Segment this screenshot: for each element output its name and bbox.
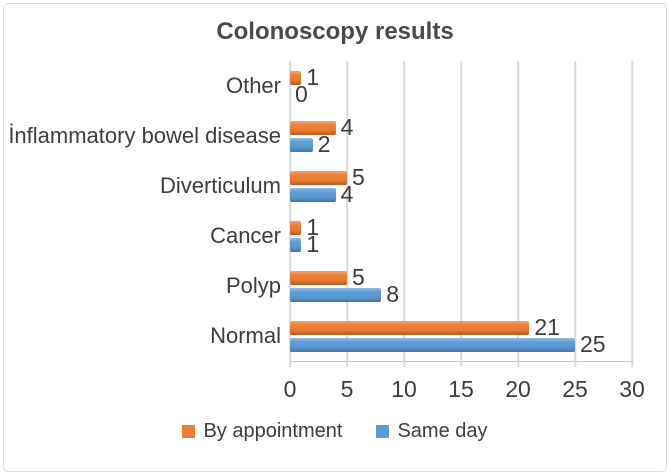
category-label: Other [225,73,281,98]
bar-same-day [290,187,336,202]
bar-line: 4 [290,183,632,206]
x-tick-label: 25 [562,376,588,402]
bar-same-day [290,237,302,252]
gridline [289,61,291,367]
bar-value-label: 5 [352,264,365,290]
gridline [346,61,348,367]
bar-line: 1 [290,216,632,239]
x-tick-label: 10 [391,376,417,402]
bar-by-appointment [290,220,302,235]
legend-label: By appointment [203,420,343,442]
legend-item-by-appointment: By appointment [182,421,342,441]
chart-row-other: Other 1 0 [4,61,666,111]
chart-row-polyp: Polyp 5 8 [4,261,666,311]
x-tick-label: 5 [340,376,354,402]
bar-line: 21 [290,316,632,339]
bar-value-label: 4 [340,114,354,140]
bar-line: 8 [290,283,632,306]
bar-line: 4 [290,116,632,139]
bar-line: 5 [290,266,632,289]
bar-line: 1 [290,66,632,89]
bar-value-label: 2 [317,131,331,157]
bar-value-label: 21 [534,314,560,340]
plot-area: Other 1 0 İnflammatory bowel disease 4 2 Diver… [4,61,666,367]
bar-by-appointment [290,270,347,285]
bars-group: 21 25 [290,316,632,356]
chart-title: Colonoscopy results [216,18,454,45]
bar-by-appointment [290,170,347,185]
bar-line: 0 [290,83,632,106]
bar-value-label: 1 [306,214,320,240]
bar-value-label: 25 [580,331,606,357]
legend-swatch-icon [182,424,196,438]
x-tick-label: 20 [505,376,531,402]
bar-same-day [290,337,575,352]
grid-overlay [289,61,633,367]
bar-value-label: 0 [295,81,308,107]
category-label: Polyp [225,273,281,298]
x-tick-label: 0 [283,376,297,402]
bar-by-appointment [290,120,336,135]
chart-row-diverticulum: Diverticulum 5 4 [4,161,666,211]
bar-line: 1 [290,233,632,256]
bar-line: 2 [290,133,632,156]
bar-value-label: 4 [340,181,354,207]
bar-by-appointment [290,70,302,85]
gridline [403,61,405,367]
chart-row-normal: Normal 21 25 [4,311,666,361]
chart-row-cancer: Cancer 1 1 [4,211,666,261]
gridline [631,61,633,367]
bar-value-label: 5 [352,164,365,190]
legend: By appointment Same day [4,421,666,441]
x-axis: 0 5 10 15 20 25 30 [284,376,645,405]
bar-value-label: 1 [306,64,320,90]
category-label: İnflammatory bowel disease [8,123,281,148]
x-tick-label: 30 [619,376,645,402]
legend-item-same-day: Same day [376,420,488,442]
bar-line: 5 [290,166,632,189]
x-tick-label: 15 [448,376,474,402]
chart-frame: Colonoscopy results Other 1 0 İnflammatory … [3,3,667,472]
category-label: Diverticulum [159,173,281,198]
bar-same-day [290,137,313,152]
legend-swatch-icon [376,424,390,438]
bar-value-label: 1 [306,231,320,257]
chart-row-i-nflammatory-bowel-disease: İnflammatory bowel disease 4 2 [4,111,666,161]
category-label: Cancer [210,223,281,248]
bar-line: 25 [290,333,632,356]
bar-same-day [290,287,382,302]
gridline [517,61,519,367]
gridline [574,61,576,367]
bar-value-label: 8 [386,281,399,307]
plot-rows: Other 1 0 İnflammatory bowel disease 4 2 Diver… [4,61,666,361]
legend-label: Same day [397,420,488,442]
category-label: Normal [210,323,281,348]
bar-by-appointment [290,320,530,335]
gridline [460,61,462,367]
